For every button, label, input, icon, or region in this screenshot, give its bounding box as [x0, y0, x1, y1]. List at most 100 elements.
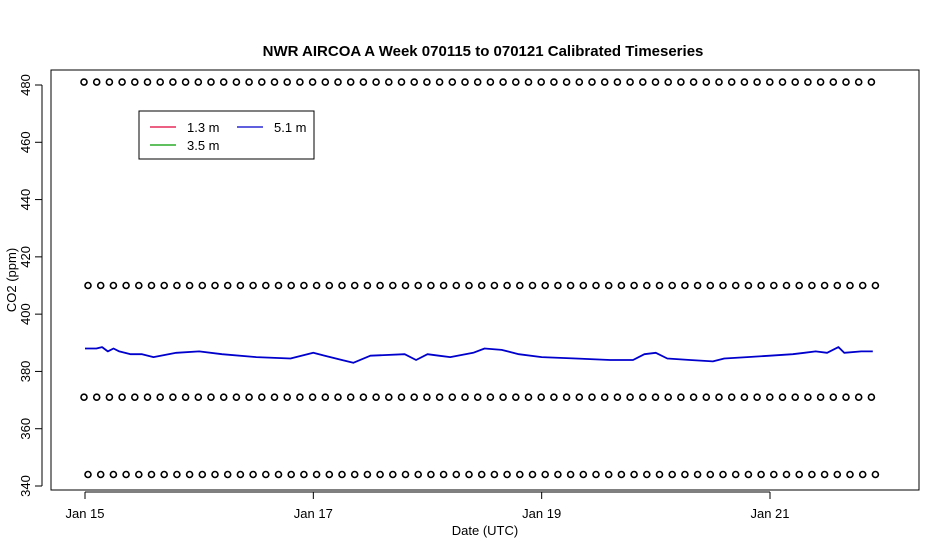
x-tick-label: Jan 15: [65, 506, 104, 521]
standard-point: [541, 281, 550, 290]
standard-point: [414, 281, 423, 290]
standard-point: [642, 470, 651, 479]
standard-point: [524, 78, 533, 86]
standard-point: [156, 393, 164, 402]
standard-point: [740, 393, 749, 402]
standard-point: [435, 393, 444, 402]
standard-point: [693, 281, 702, 290]
standard-point: [397, 393, 406, 402]
legend: 1.3 m 3.5 m 5.1 m: [138, 110, 315, 160]
y-tick-label: 480: [18, 74, 33, 96]
standard-point: [156, 78, 164, 86]
standard-point: [791, 78, 800, 86]
standard-point: [118, 393, 126, 402]
standard-point: [338, 281, 346, 290]
standard-point: [846, 281, 854, 290]
standard-point: [511, 78, 520, 86]
standard-point: [744, 281, 753, 290]
standard-point: [804, 78, 812, 86]
standard-point: [791, 393, 800, 402]
standard-point: [283, 78, 292, 86]
standard-point: [410, 393, 419, 402]
standard-point: [490, 281, 499, 290]
standard-point: [245, 78, 253, 86]
standard-point: [439, 281, 448, 290]
standard-point: [249, 470, 257, 479]
standard-point: [372, 78, 380, 86]
standard-point: [490, 470, 499, 479]
standard-point: [207, 78, 215, 86]
co2-series: [85, 346, 873, 364]
standard-point: [846, 470, 854, 479]
standard-point: [363, 470, 372, 479]
standard-point: [715, 78, 723, 86]
standard-point: [867, 78, 876, 86]
standard-point: [236, 281, 245, 290]
standard-point: [274, 470, 283, 479]
standard-point: [630, 281, 638, 290]
standard-point: [858, 281, 867, 290]
standard-point: [465, 470, 473, 479]
standard-point: [515, 281, 524, 290]
standard-point: [80, 78, 88, 86]
standard-point: [503, 470, 511, 479]
standard-point: [401, 281, 410, 290]
standard-point: [135, 281, 143, 290]
standard-point: [105, 393, 114, 402]
standard-point: [236, 470, 245, 479]
standard-point: [143, 78, 152, 86]
chart-title: NWR AIRCOA A Week 070115 to 070121 Calib…: [263, 43, 704, 60]
standard-point: [816, 393, 825, 402]
standard-point: [207, 393, 215, 402]
standard-point: [757, 470, 765, 479]
standard-point: [270, 78, 279, 86]
standard-point: [169, 78, 177, 86]
standard-point: [528, 470, 537, 479]
standard-point: [804, 393, 812, 402]
standard-point: [515, 470, 524, 479]
standard-point: [833, 281, 842, 290]
standard-point: [321, 393, 330, 402]
standard-point: [871, 281, 880, 290]
standard-point: [782, 281, 791, 290]
standard-point: [554, 470, 562, 479]
standard-point: [312, 470, 321, 479]
standard-point: [473, 78, 482, 86]
standard-point: [257, 393, 266, 402]
standard-point: [334, 78, 342, 86]
standard-point: [854, 393, 863, 402]
standard-point: [325, 281, 334, 290]
standard-point: [808, 281, 816, 290]
standard-point: [626, 78, 634, 86]
standard-point: [867, 393, 876, 402]
standard-point: [537, 393, 546, 402]
standard-point: [245, 393, 253, 402]
standard-point: [778, 78, 787, 86]
legend-box: [138, 110, 315, 160]
standard-point: [668, 281, 677, 290]
standard-point: [296, 393, 304, 402]
standard-point: [706, 281, 715, 290]
standard-point: [842, 393, 850, 402]
standard-point: [211, 470, 219, 479]
standard-point: [477, 281, 486, 290]
standard-point: [677, 78, 685, 86]
standard-point: [96, 281, 105, 290]
standard-point: [312, 281, 321, 290]
y-tick-label: 360: [18, 418, 33, 440]
standard-point: [765, 393, 774, 402]
standard-point: [105, 78, 114, 86]
standard-point: [566, 470, 575, 479]
standard-point: [600, 393, 609, 402]
standard-point: [397, 78, 406, 86]
standard-point: [300, 281, 308, 290]
standard-point: [122, 281, 130, 290]
standard-point: [372, 393, 380, 402]
standard-point: [84, 281, 92, 290]
standard-point: [626, 393, 634, 402]
standard-point: [465, 281, 473, 290]
standard-point: [820, 281, 829, 290]
standard-point: [181, 393, 190, 402]
standard-point: [427, 281, 435, 290]
standard-point: [503, 281, 511, 290]
